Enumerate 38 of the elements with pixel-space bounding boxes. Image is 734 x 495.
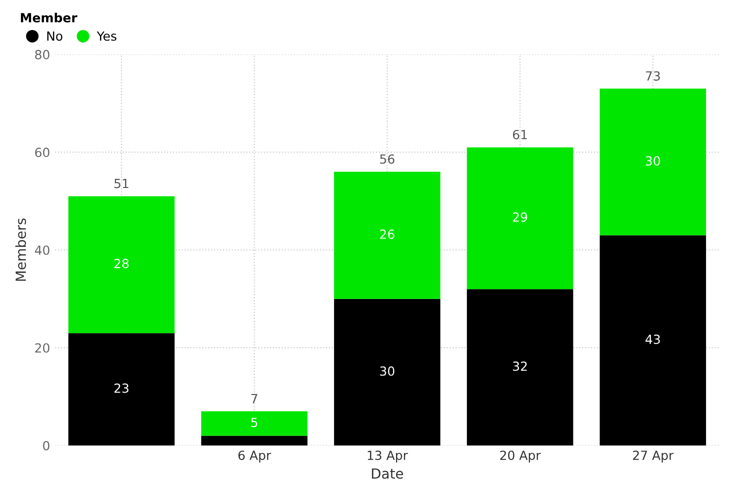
legend-label: Yes [96, 31, 116, 41]
y-axis-title: Members [15, 218, 26, 281]
bar [68, 333, 175, 446]
x-axis-title: Date [372, 468, 404, 479]
data-label: 29 [513, 212, 528, 222]
y-tick-label: 40 [34, 245, 50, 255]
data-label: 32 [513, 361, 527, 371]
legend-title: Member [20, 12, 78, 22]
total-label: 61 [512, 130, 527, 140]
y-tick-label: 20 [35, 343, 50, 353]
x-tick-label: 27 Apr [633, 450, 674, 462]
bar [68, 196, 175, 334]
bar [201, 436, 308, 446]
data-label: 5 [251, 418, 258, 428]
total-label: 51 [114, 178, 128, 188]
bar [466, 289, 574, 446]
x-tick-label: 13 Apr [368, 450, 408, 462]
y-tick-label: 80 [35, 50, 50, 60]
x-tick-label: 20 Apr [500, 450, 541, 462]
legend-label: No [47, 31, 62, 41]
bar [334, 298, 440, 446]
data-label: 30 [646, 156, 660, 166]
bar [600, 88, 706, 236]
x-tick-label: 6 Apr [238, 450, 272, 462]
bar [201, 411, 308, 436]
data-label: 23 [114, 383, 128, 393]
bar [600, 235, 706, 446]
bar [334, 172, 440, 299]
y-tick-label: 60 [35, 148, 50, 158]
data-label: 28 [114, 258, 129, 268]
total-label: 73 [646, 71, 660, 81]
total-label: 56 [380, 154, 394, 164]
data-label: 43 [646, 334, 660, 344]
y-tick-label: 0 [43, 440, 50, 450]
data-label: 30 [380, 366, 394, 376]
total-label: 7 [251, 394, 258, 404]
bar [466, 147, 574, 290]
data-label: 26 [380, 229, 394, 239]
